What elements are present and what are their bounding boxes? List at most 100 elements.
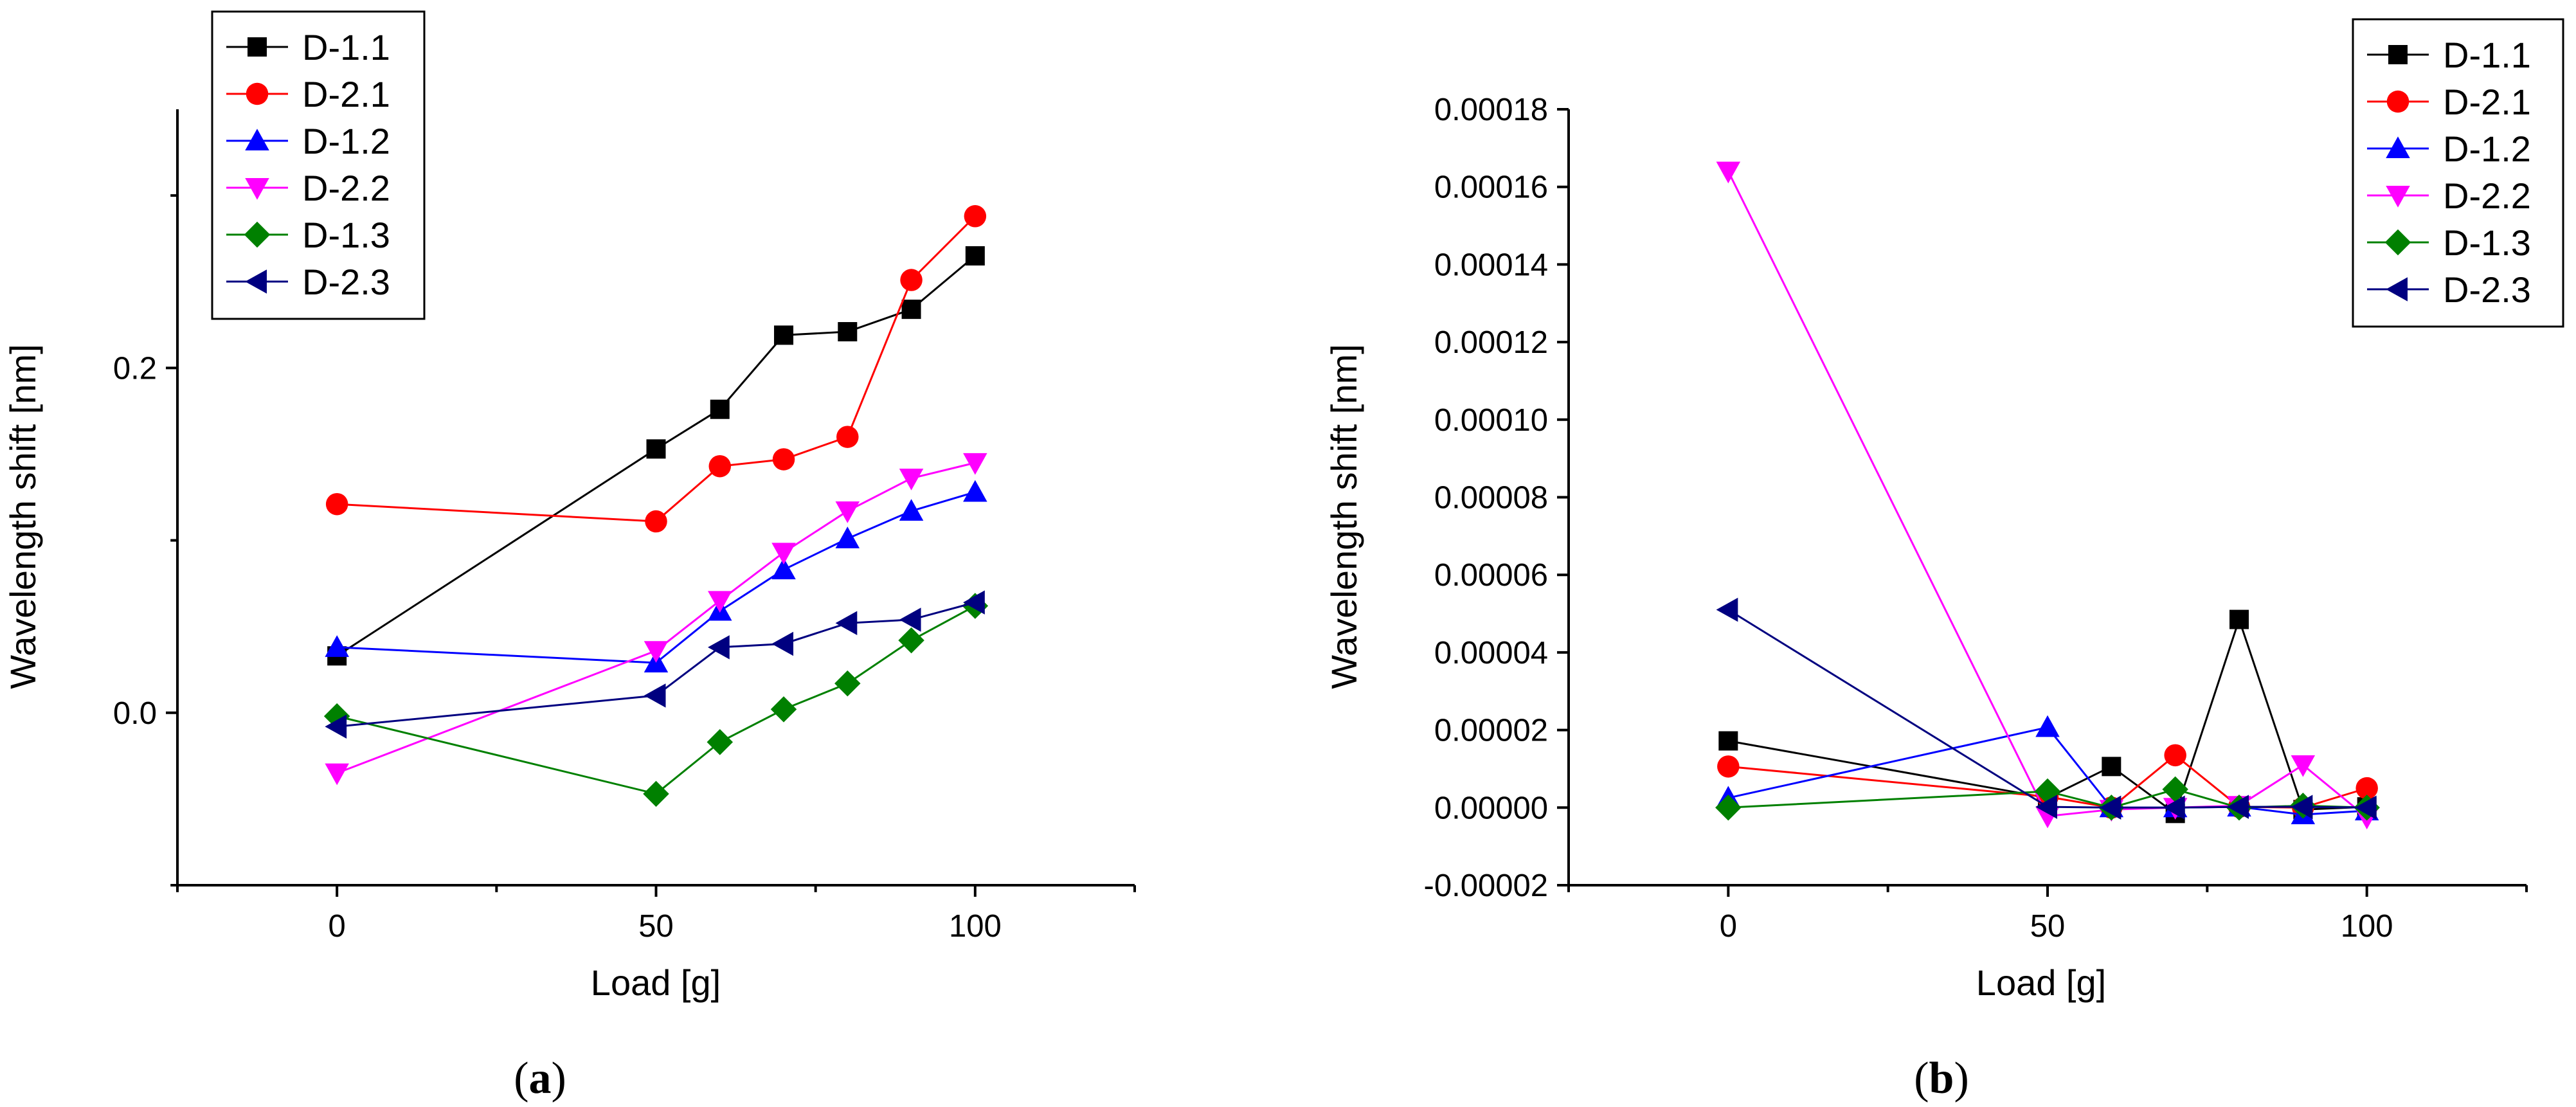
panel-a-data-point (899, 468, 924, 491)
panel-a-data-point (710, 399, 730, 419)
panel-a-data-point (325, 492, 348, 516)
panel-a-data-point (325, 714, 347, 739)
panel-a-data-point (708, 455, 732, 478)
panel-b-y-tick-label: 0.00018 (1434, 93, 1548, 127)
panel-b-y-tick-label: 0.00008 (1434, 481, 1548, 516)
panel-a-series-D-2.2 (325, 453, 987, 786)
panel-b-legend-label: D-1.1 (2443, 35, 2531, 75)
panel-a-legend-item: D-2.3 (226, 262, 390, 302)
panel-b-y-tick-label: 0.00014 (1434, 248, 1548, 282)
panel-a-data-point (644, 641, 669, 663)
panel-a-data-point (770, 696, 797, 723)
panel-a-axes: 0 50 100 0.0 0.2 (113, 109, 1136, 944)
panel-b-legend-label: D-2.3 (2443, 269, 2531, 310)
panel-a-legend-label: D-2.1 (302, 74, 390, 114)
panel-a-data-point (644, 683, 666, 708)
panel-a-data-point (707, 729, 734, 755)
panel-b-legend-marker (2384, 229, 2411, 256)
panel-a-legend-item: D-2.1 (226, 74, 390, 114)
panel-a-legend-marker (245, 178, 269, 200)
panel-a-caption-letter: a (529, 1054, 552, 1103)
panel-a-data-point (900, 269, 923, 291)
panel-a-legend-item: D-1.2 (226, 121, 390, 161)
panel-a-legend-item: D-1.1 (226, 27, 390, 68)
panel-a-legend-marker (248, 37, 267, 57)
panel-b-data-point (2162, 776, 2188, 803)
panel-b-legend-item: D-1.2 (2367, 129, 2531, 169)
panel-b-legend-label: D-1.3 (2443, 222, 2531, 263)
panel-b-legend-marker (2386, 277, 2408, 302)
panel-b-data-point (2354, 795, 2377, 820)
panel-a-legend-label: D-1.1 (302, 27, 390, 68)
panel-a-data-point (325, 635, 349, 657)
panel-a-data-point (771, 557, 796, 580)
panel-b-y-tick-label: -0.00002 (1424, 869, 1548, 903)
panel-b-y-tick-label: 0.00002 (1434, 714, 1548, 748)
panel-b-y-tick-label: 0.00006 (1434, 558, 1548, 593)
panel-a-x-tick-label: 0 (329, 909, 346, 944)
panel-b-data-point (2035, 715, 2060, 737)
panel-a-legend-item: D-2.2 (226, 168, 390, 208)
panel-b-data-point (2355, 777, 2378, 800)
panel-b-legend-box (2352, 18, 2564, 328)
panel-b-series-D-2.3 (1716, 597, 2377, 820)
panel-a-data-point (835, 501, 860, 523)
panel-a-data-point (708, 591, 732, 613)
panel-b-data-point (2229, 609, 2249, 629)
panel-a-y-tick-label: 0.2 (113, 351, 157, 386)
panel-a-legend-label: D-1.3 (302, 215, 390, 255)
panel-b-series-line (1727, 609, 2367, 809)
panel-a-chart: 0 50 100 0.0 0.2 Load [g] Wavelength shift [… (3, 10, 1136, 1103)
panel-a-legend-marker (244, 221, 271, 248)
panel-b-legend-marker (2388, 45, 2408, 64)
panel-b-legend-label: D-1.2 (2443, 129, 2531, 169)
panel-a-data-point (963, 453, 987, 475)
panel-b-legend-label: D-2.2 (2443, 176, 2531, 216)
panel-b-data-point (2164, 744, 2186, 767)
panel-b-y-tick-label: 0.00012 (1434, 325, 1548, 360)
panel-b-y-axis-title: Wavelength shift [nm] (1324, 344, 1364, 688)
panel-a-x-tick-label: 50 (638, 909, 674, 944)
panel-b-legend-item: D-2.3 (2367, 269, 2531, 310)
panel-a-caption: (a) (514, 1054, 566, 1103)
panel-a-data-point (708, 635, 730, 660)
panel-b-data-point (2227, 795, 2249, 819)
panel-a-series-D-1.1 (327, 246, 985, 666)
panel-a-y-axis-title: Wavelength shift [nm] (3, 344, 43, 688)
panel-b-legend-item: D-1.1 (2367, 35, 2531, 75)
panel-a-data-point (646, 439, 666, 459)
panel-b-legend-label: D-2.1 (2443, 82, 2531, 122)
panel-b-y-tick-label: 0.00000 (1434, 791, 1548, 825)
panel-b-data-point (2099, 795, 2121, 820)
panel-b-data-point (1715, 795, 1742, 821)
panel-b-data-point (2102, 757, 2121, 777)
panel-b-data-point (1717, 755, 1740, 778)
panel-b-data-point (2035, 795, 2057, 819)
panel-a-data-point (643, 780, 669, 807)
panel-b-legend-item: D-2.1 (2367, 82, 2531, 122)
panel-a-legend-marker (246, 82, 269, 105)
panel-b-legend-item: D-2.2 (2367, 176, 2531, 216)
panel-a-series-group (323, 205, 989, 807)
panel-a-data-point (835, 611, 858, 636)
panel-b-chart: 0 50 100 -0.00002 0.00000 0.00002 0.00004 0.000… (1324, 18, 2564, 1103)
panel-b-x-axis-title: Load [g] (1976, 962, 2106, 1003)
panel-a-legend-label: D-2.2 (302, 168, 390, 208)
panel-a-x-axis-title: Load [g] (591, 962, 721, 1003)
panel-b-y-tick-label: 0.00016 (1434, 170, 1548, 205)
panel-b-legend-marker (2386, 186, 2410, 208)
panel-a-data-point (898, 627, 924, 654)
panel-b-x-tick-label: 50 (2030, 909, 2066, 944)
panel-b-caption-open: ( (1914, 1054, 1929, 1103)
panel-b-legend-item: D-1.3 (2367, 222, 2531, 263)
panel-a-legend-item: D-1.3 (226, 215, 390, 255)
panel-a-data-point (963, 590, 985, 615)
panel-b-legend: D-1.1 D-2.1 D-1.2 D-2.2 D-1.3 D-2.3 (2352, 18, 2564, 328)
panel-b-series-group (1715, 161, 2380, 830)
panel-a-x-tick-label: 100 (949, 909, 1002, 944)
panel-b-y-tick-label: 0.00004 (1434, 636, 1548, 670)
panel-a-data-point (901, 300, 921, 320)
panel-a-data-point (899, 499, 924, 521)
panel-a-legend-marker (245, 269, 267, 294)
panel-a-data-point (645, 510, 667, 533)
